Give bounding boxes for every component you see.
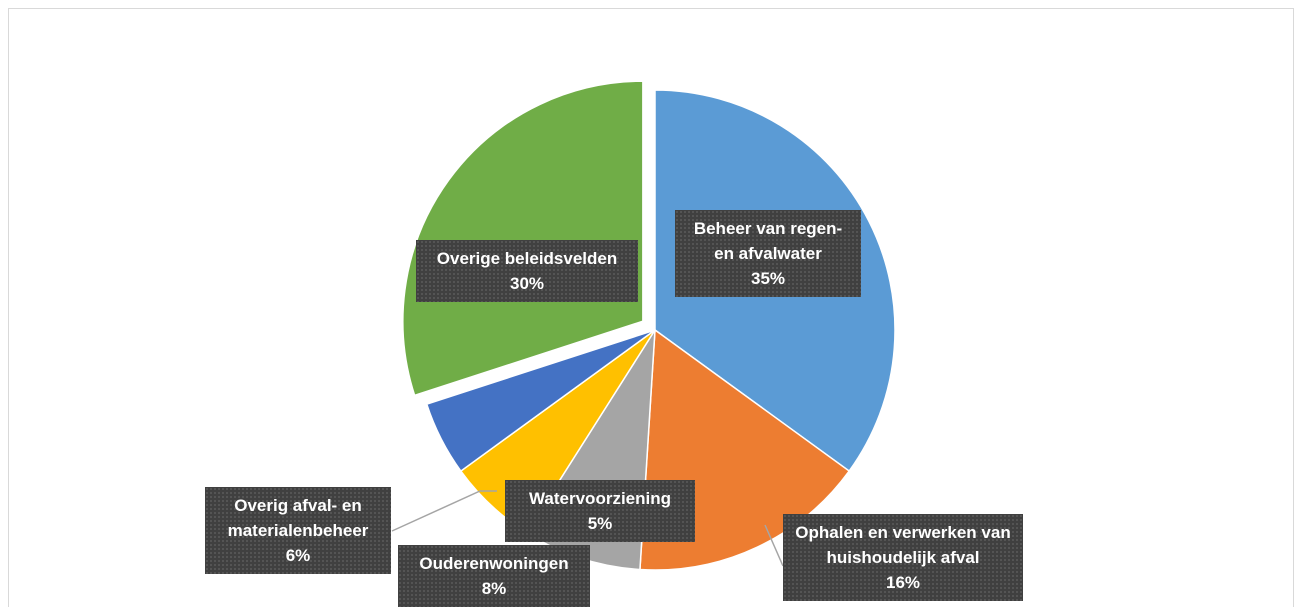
label-name: Ouderenwoningen — [419, 554, 569, 573]
data-label: Overig afval- en materialenbeheer 6% — [205, 487, 391, 574]
leader-line — [391, 490, 497, 532]
label-value: 5% — [587, 514, 613, 533]
label-value: 6% — [285, 546, 311, 565]
pie-slice — [402, 80, 644, 397]
label-value: 35% — [750, 269, 786, 288]
data-label: Overige beleidsvelden 30% — [416, 240, 638, 302]
label-name: Overige beleidsvelden — [436, 249, 618, 268]
pie-slice — [425, 329, 656, 473]
label-name: Ophalen en verwerken van huishoudelijk a… — [795, 523, 1011, 567]
label-value: 8% — [481, 579, 507, 598]
label-value: 16% — [885, 573, 921, 592]
label-name: Overig afval- en materialenbeheer — [227, 496, 369, 540]
label-name: Watervoorziening — [529, 489, 671, 508]
label-name: Beheer van regen- en afvalwater — [693, 219, 843, 263]
leader-line — [764, 524, 784, 567]
data-label: Ouderenwoningen 8% — [398, 545, 590, 607]
data-label: Beheer van regen- en afvalwater 35% — [675, 210, 861, 297]
data-label: Watervoorziening 5% — [505, 480, 695, 542]
chart-frame — [8, 8, 1294, 607]
label-value: 30% — [509, 274, 545, 293]
data-label: Ophalen en verwerken van huishoudelijk a… — [783, 514, 1023, 601]
